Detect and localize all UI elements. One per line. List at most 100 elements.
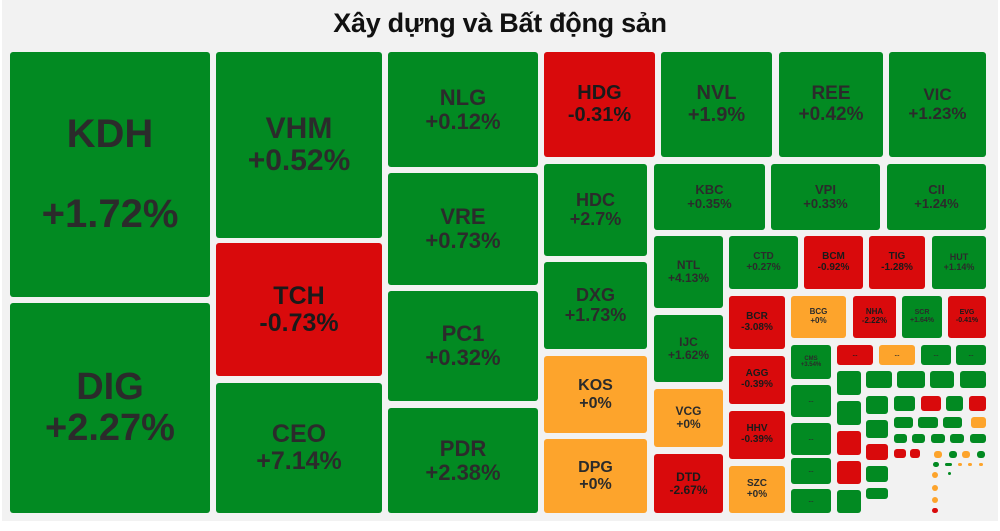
treemap-tile[interactable] [912, 434, 925, 443]
treemap-tile[interactable]: ... [791, 458, 831, 484]
treemap-tile[interactable]: NHA -2.22% [853, 296, 896, 338]
treemap-tile[interactable]: BCG +0% [791, 296, 846, 338]
treemap-tile[interactable] [960, 371, 986, 388]
treemap-tile[interactable]: ... [791, 385, 831, 417]
treemap-tile[interactable] [918, 417, 938, 428]
treemap-tile[interactable]: CII +1.24% [887, 164, 986, 230]
treemap-tile[interactable] [934, 451, 942, 458]
tile-symbol: CTD [753, 250, 774, 262]
treemap-tile[interactable]: AGG -0.39% [729, 356, 785, 404]
treemap-tile[interactable]: EVG -0.41% [948, 296, 986, 338]
treemap-tile[interactable]: ... [956, 345, 986, 365]
treemap-tile[interactable] [948, 472, 951, 475]
treemap-tile[interactable]: KBC +0.35% [654, 164, 765, 230]
treemap-tile[interactable] [866, 396, 888, 414]
treemap-tile[interactable] [894, 449, 906, 458]
treemap-tile[interactable]: PDR +2.38% [388, 408, 538, 513]
treemap-tile[interactable]: IJC +1.62% [654, 315, 723, 382]
tile-symbol: NHA [865, 307, 884, 317]
treemap-tile[interactable]: ... [791, 489, 831, 513]
treemap-tile[interactable] [958, 463, 962, 466]
treemap-tile[interactable] [950, 434, 964, 443]
tile-symbol: TCH [273, 281, 325, 310]
tile-symbol: REE [811, 82, 851, 104]
treemap-tile[interactable] [932, 472, 938, 478]
treemap-tile[interactable]: ... [791, 423, 831, 455]
treemap-tile[interactable]: NLG +0.12% [388, 52, 538, 167]
treemap-tile[interactable] [837, 461, 861, 484]
treemap-tile[interactable] [837, 431, 861, 455]
treemap-tile[interactable] [866, 488, 888, 499]
treemap-tile[interactable] [945, 463, 952, 466]
treemap-tile[interactable]: HUT +1.14% [932, 236, 986, 289]
treemap-tile[interactable]: ... [879, 345, 915, 365]
treemap-tile[interactable] [946, 396, 963, 411]
treemap-tile[interactable]: REE +0.42% [779, 52, 883, 157]
tile-change-percent: +2.38% [425, 459, 501, 485]
treemap-tile[interactable] [979, 463, 983, 466]
treemap-tile[interactable] [894, 417, 913, 428]
treemap-tile[interactable] [968, 463, 972, 466]
treemap-tile[interactable]: KDH +1.72% [10, 52, 210, 297]
treemap-tile[interactable]: VIC +1.23% [889, 52, 986, 157]
treemap-tile[interactable]: BCM -0.92% [804, 236, 863, 289]
treemap-tile[interactable]: NTL +4.13% [654, 236, 723, 308]
tile-change-percent: +4.13% [667, 271, 710, 285]
treemap-tile[interactable] [970, 434, 986, 443]
treemap-tile[interactable]: SCR +1.64% [902, 296, 942, 338]
treemap-tile[interactable] [943, 417, 962, 428]
treemap-tile[interactable]: ... [837, 345, 873, 365]
treemap-tile[interactable] [866, 466, 888, 482]
treemap-tile[interactable]: VCG +0% [654, 389, 723, 447]
treemap-tile[interactable] [866, 444, 888, 460]
tile-symbol: VPI [815, 181, 836, 197]
treemap-tile[interactable]: NVL +1.9% [661, 52, 772, 157]
treemap-tile[interactable]: VRE +0.73% [388, 173, 538, 285]
treemap-tile[interactable] [932, 508, 938, 513]
treemap-tile[interactable] [949, 451, 957, 458]
treemap-tile[interactable]: DTD -2.67% [654, 454, 723, 513]
tile-symbol: VCG [675, 404, 702, 419]
treemap-tile[interactable] [837, 371, 861, 395]
treemap-tile[interactable]: HDG -0.31% [544, 52, 655, 157]
treemap-tile[interactable] [866, 420, 888, 438]
treemap-tile[interactable]: TCH -0.73% [216, 243, 382, 376]
treemap-tile[interactable] [931, 434, 945, 443]
treemap-tile[interactable]: BCR -3.08% [729, 296, 785, 349]
treemap-tile[interactable] [921, 396, 941, 411]
treemap-tile[interactable]: DIG +2.27% [10, 303, 210, 513]
treemap-tile[interactable] [894, 434, 907, 443]
treemap-tile[interactable] [971, 417, 986, 428]
treemap-tile[interactable] [866, 371, 892, 388]
treemap-tile[interactable]: KOS +0% [544, 356, 647, 433]
treemap-tile[interactable]: PC1 +0.32% [388, 291, 538, 401]
treemap-tile[interactable] [837, 401, 861, 425]
tile-symbol: BCR [746, 310, 768, 322]
treemap-tile[interactable]: HDC +2.7% [544, 164, 647, 256]
treemap-tile[interactable] [969, 396, 986, 411]
treemap-tile[interactable]: CTD +0.27% [729, 236, 798, 289]
tile-symbol: KOS [578, 377, 613, 395]
treemap-tile[interactable] [837, 490, 861, 513]
treemap-tile[interactable] [932, 485, 938, 491]
treemap-tile[interactable] [962, 451, 970, 458]
treemap-tile[interactable]: CMS +3.54% [791, 345, 831, 379]
treemap-tile[interactable]: VHM +0.52% [216, 52, 382, 238]
tile-symbol: VRE [440, 204, 486, 230]
treemap-tile[interactable] [897, 371, 925, 388]
treemap-tile[interactable]: HHV -0.39% [729, 411, 785, 459]
treemap-tile[interactable]: SZC +0% [729, 466, 785, 513]
tile-symbol: DXG [575, 285, 615, 306]
treemap-tile[interactable] [933, 462, 939, 467]
treemap-tile[interactable] [930, 371, 954, 388]
treemap-tile[interactable] [932, 497, 938, 503]
treemap-tile[interactable]: CEO +7.14% [216, 383, 382, 513]
treemap-tile[interactable]: VPI +0.33% [771, 164, 880, 230]
treemap-tile[interactable] [977, 451, 985, 458]
treemap-tile[interactable] [894, 396, 915, 411]
treemap-tile[interactable]: DXG +1.73% [544, 262, 647, 349]
treemap-tile[interactable]: TIG -1.28% [869, 236, 925, 289]
treemap-tile[interactable]: ... [921, 345, 951, 365]
treemap-tile[interactable] [910, 449, 920, 458]
treemap-tile[interactable]: DPG +0% [544, 439, 647, 513]
